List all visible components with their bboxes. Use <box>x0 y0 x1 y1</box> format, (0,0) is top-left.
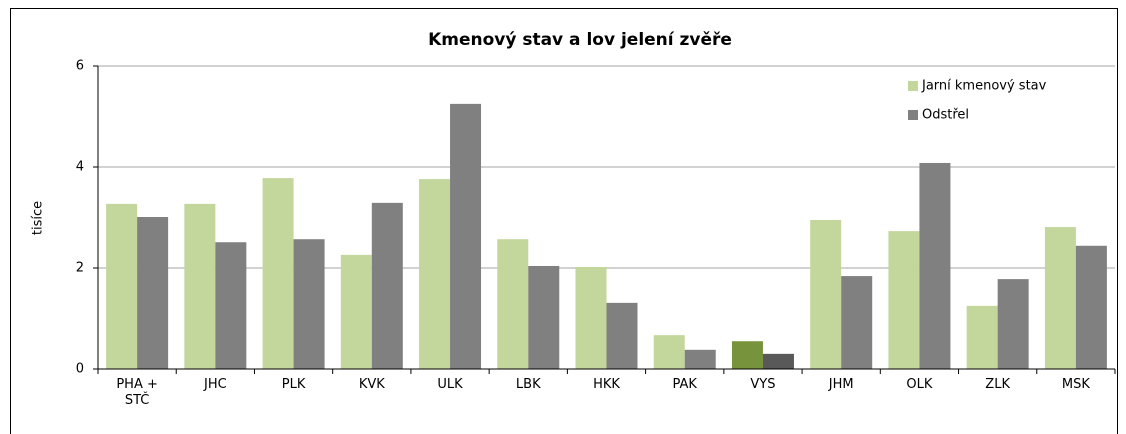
x-tick-label-box: MSK <box>1061 377 1090 392</box>
legend-swatch <box>908 81 918 91</box>
y-tick-label: 0 <box>76 362 84 377</box>
x-tick-label-box: PHA + STČ <box>116 377 158 408</box>
bar <box>371 202 403 369</box>
x-tick-label-box: ULK <box>437 377 463 392</box>
bar <box>419 179 451 369</box>
x-tick-label-box: JHČ <box>204 377 227 392</box>
bar <box>1044 227 1076 369</box>
chart-title: Kmenový stav a lov jelení zvěře <box>428 30 732 50</box>
bar <box>997 279 1029 369</box>
bar <box>731 341 763 369</box>
bar <box>450 103 482 369</box>
y-tick-label: 4 <box>76 160 84 175</box>
bar <box>888 231 920 369</box>
bar <box>184 203 216 369</box>
x-tick-label: PHA + STČ <box>116 377 158 408</box>
x-tick-label: LBK <box>515 377 541 392</box>
bar <box>841 276 873 369</box>
bar <box>966 305 998 369</box>
x-tick-label: JHČ <box>204 377 227 392</box>
x-tick-label: PAK <box>672 377 697 392</box>
x-tick-label-box: JHM <box>828 377 854 392</box>
bar <box>653 335 685 369</box>
x-tick-label-box: LBK <box>515 377 541 392</box>
x-tick-label: KVK <box>358 377 385 392</box>
x-tick-label-box: KVK <box>358 377 385 392</box>
legend-label: Odstřel <box>922 108 969 123</box>
y-tick-label: 2 <box>76 261 84 276</box>
bar <box>137 216 169 369</box>
bar <box>497 239 529 369</box>
bar <box>919 162 951 369</box>
bar <box>810 220 842 369</box>
y-axis-label: tisíce <box>31 201 46 235</box>
x-tick-label: HKK <box>593 377 620 392</box>
legend-swatch <box>908 110 918 120</box>
legend-label: Jarní kmenový stav <box>921 79 1047 94</box>
x-tick-label: JHM <box>828 377 854 392</box>
bar <box>606 302 638 369</box>
chart-frame <box>10 8 1118 434</box>
bar <box>528 265 560 369</box>
bar <box>215 242 247 369</box>
x-tick-label: ULK <box>437 377 463 392</box>
bar <box>262 178 294 369</box>
x-tick-label-box: HKK <box>593 377 620 392</box>
bar <box>293 239 325 369</box>
bar <box>1075 245 1107 369</box>
x-tick-label-box: PAK <box>672 377 697 392</box>
x-tick-label-box: ZLK <box>985 377 1010 392</box>
bar <box>575 266 607 369</box>
bar <box>340 254 372 369</box>
x-tick-label-box: VYS <box>750 377 776 392</box>
y-tick-label: 6 <box>76 59 84 74</box>
bar <box>106 203 138 369</box>
x-tick-label-box: PLK <box>281 377 306 392</box>
x-tick-label: OLK <box>906 377 933 392</box>
bar <box>762 353 794 369</box>
x-tick-label: VYS <box>750 377 776 392</box>
x-tick-label: MSK <box>1061 377 1090 392</box>
x-tick-label: ZLK <box>985 377 1010 392</box>
x-tick-label-box: OLK <box>906 377 933 392</box>
bar <box>684 349 716 369</box>
x-tick-label: PLK <box>281 377 306 392</box>
